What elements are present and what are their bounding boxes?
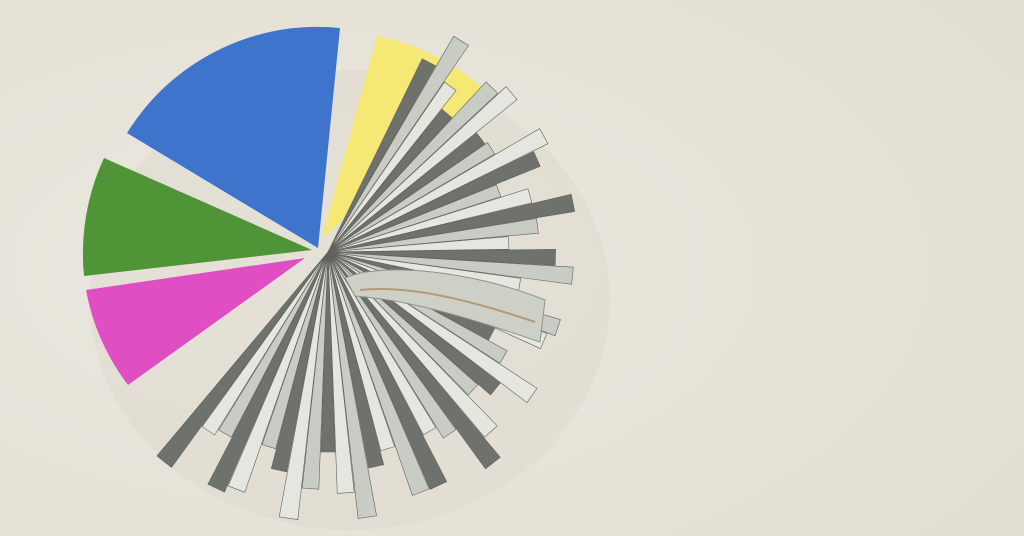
banknote <box>327 251 457 439</box>
banknote <box>278 251 329 520</box>
blue-wedge <box>127 26 340 249</box>
banknote <box>327 251 498 438</box>
banknote <box>201 251 329 436</box>
banknote <box>327 35 469 253</box>
banknote <box>327 251 395 452</box>
banknote <box>327 236 510 253</box>
banknote <box>327 251 430 496</box>
magenta-wedge <box>86 258 305 385</box>
banknote <box>327 188 533 253</box>
banknote <box>227 251 329 493</box>
banknote <box>327 251 385 469</box>
banknote <box>327 132 486 253</box>
banknote <box>327 251 377 519</box>
banknote <box>327 248 556 266</box>
banknote <box>261 251 329 450</box>
banknote <box>327 193 576 253</box>
banknote-edge <box>359 288 536 323</box>
banknote <box>327 81 457 253</box>
banknote-bundle <box>344 269 546 343</box>
banknote <box>327 86 518 253</box>
banknote <box>327 142 496 253</box>
banknote <box>320 251 336 453</box>
banknote <box>327 81 499 253</box>
banknote <box>327 108 453 253</box>
banknote <box>327 251 501 470</box>
banknote <box>327 184 502 253</box>
banknote <box>270 251 329 473</box>
banknote <box>207 251 329 493</box>
banknote <box>327 251 448 490</box>
green-wedge <box>82 158 312 276</box>
banknote <box>218 251 329 438</box>
banknote <box>327 151 541 253</box>
banknote <box>327 218 539 253</box>
banknote <box>327 128 549 253</box>
banknote <box>327 251 437 436</box>
banknote <box>327 58 436 253</box>
banknote <box>327 251 355 494</box>
banknote <box>156 251 329 468</box>
